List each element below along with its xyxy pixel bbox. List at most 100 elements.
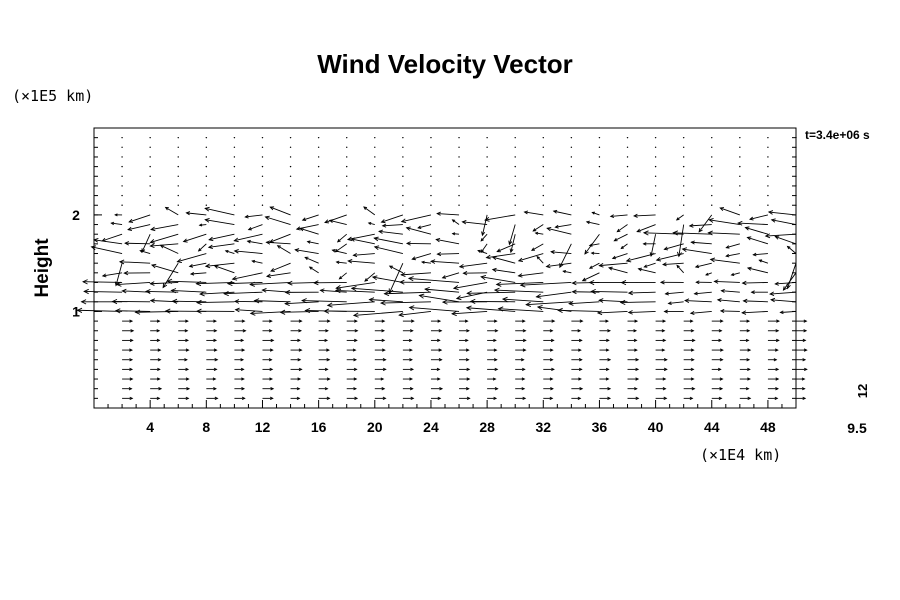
vector-dot [654,165,657,168]
vector-arrowhead [378,229,384,234]
vector-arrowhead [269,239,274,243]
vector-arrowhead [80,299,87,305]
vector-arrowhead [388,288,394,295]
vector-arrow [532,224,544,232]
vector-arrowhead [301,217,307,222]
vector-arrow [453,282,488,289]
vector-arrowhead [251,259,256,264]
vector-arrowhead [424,286,430,293]
vector-arrow [102,233,123,242]
vector-arrowhead [156,377,161,381]
vector-arrowhead [466,396,471,401]
vector-dot [346,165,348,168]
vector-dot [514,175,516,177]
vector-arrowhead [801,387,806,391]
vector-arrow [232,272,263,280]
vector-arrowhead [269,348,274,352]
vector-arrow [382,224,403,227]
vector-arrow [787,246,797,254]
vector-arrowhead [776,319,781,323]
vector-arrowhead [435,238,441,243]
vector-dot [149,175,151,177]
vector-arrow [738,222,768,226]
vector-arrowhead [620,280,627,286]
vector-arrowhead [101,273,107,278]
vector-arrowhead [590,288,596,295]
vector-arrowhead [381,319,386,323]
vector-dot [374,156,376,158]
vector-dot [654,194,657,197]
vector-arrowhead [381,223,387,228]
vector-arrowhead [306,240,311,244]
vector-arrowhead [744,226,750,231]
vector-arrowhead [764,233,771,239]
vector-arrowhead [326,377,331,381]
vector-arrowhead [532,228,537,232]
vector-dot [374,175,376,177]
vector-arrowhead [607,396,612,401]
vector-arrowhead [691,387,696,391]
vector-dot [346,185,348,187]
vector-arrow [320,289,347,293]
vector-arrowhead [298,319,303,323]
vector-dot [233,194,236,197]
vector-arrowhead [633,329,638,333]
vector-arrowhead [545,263,551,269]
vector-arrowhead [265,240,271,245]
vector-arrowhead [134,309,141,315]
vector-arrowhead [719,207,725,211]
vector-arrowhead [268,329,273,333]
vector-arrowhead [249,281,255,287]
vector-arrowhead [417,225,422,229]
x-tick-label: 16 [311,419,327,435]
vector-arrowhead [441,299,448,305]
vector-arrowhead [588,243,593,247]
vector-arrowhead [620,245,624,250]
vector-dot [289,156,292,158]
vector-arrowhead [746,329,751,333]
vector-dot [458,204,460,206]
vector-dot [149,194,151,197]
vector-arrow [150,243,179,247]
vector-arrow [698,214,713,233]
vector-arrowhead [633,338,638,343]
vector-arrowhead [129,377,134,381]
vector-arrowhead [270,387,275,391]
vector-arrowhead [480,238,484,242]
vector-arrowhead [452,285,459,291]
vector-arrowhead [688,223,694,228]
vector-arrowhead [521,367,526,372]
vector-arrowhead [663,358,668,362]
vector-arrowhead [493,396,498,400]
x-tick-label: 24 [423,419,439,435]
vector-dot [317,165,320,168]
vector-dot [317,204,320,206]
vector-arrowhead [182,238,188,243]
vector-dot [739,146,741,149]
vector-dot [570,185,573,187]
vector-arrow [480,233,488,242]
vector-arrow [399,311,432,316]
vector-dot [486,175,488,177]
x-tick-label: 8 [202,419,210,435]
vector-dot [346,194,348,197]
vector-arrowhead [619,299,626,306]
vector-arrow [520,282,572,286]
vector-arrow [780,310,797,313]
vector-dot [598,156,601,158]
vector-arrow [437,253,460,255]
vector-arrowhead [749,216,754,221]
vector-arrow [374,246,403,254]
vector-arrowhead [90,245,97,251]
vector-arrowhead [571,280,577,286]
vector-arrowhead [466,290,472,296]
vector-arrow [324,214,347,223]
vector-arrowhead [769,291,775,296]
vector-arrowhead [741,310,747,315]
vector-dot [374,136,376,139]
reference-vector-value-label: 9.5 [847,420,867,436]
vector-arrow [492,269,516,274]
vector-arrow [742,310,768,314]
vector-arrowhead [213,338,218,343]
vector-arrowhead [213,348,218,352]
